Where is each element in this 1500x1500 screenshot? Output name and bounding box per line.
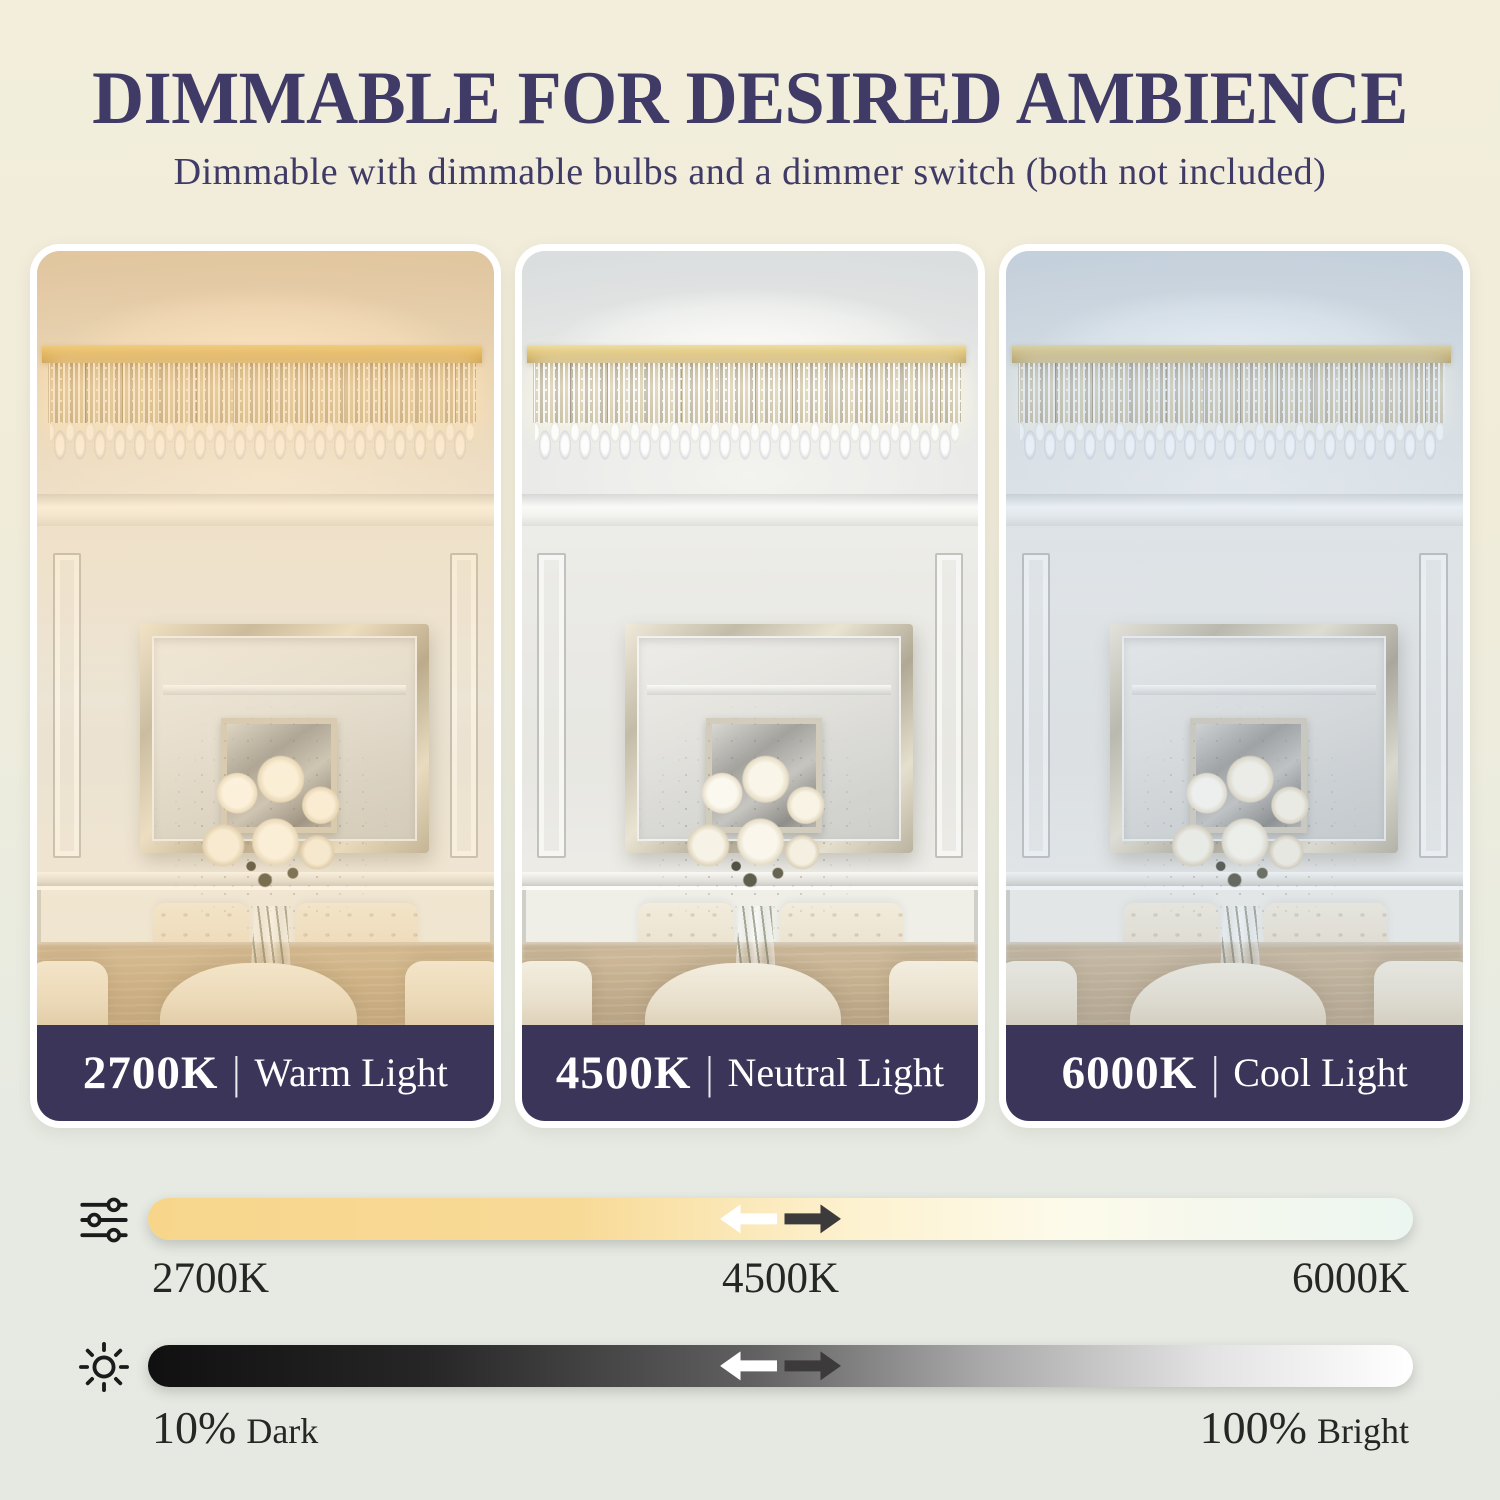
foreground-chair-left <box>521 961 593 1025</box>
brightness-gradient-bar[interactable] <box>148 1344 1413 1387</box>
slider-section: 2700K 4500K 6000K <box>60 1197 1413 1454</box>
foreground-chair-right <box>889 961 979 1025</box>
sliders-icon <box>60 1197 148 1243</box>
chandelier-gold-bar <box>1011 344 1452 364</box>
arrow-left-icon[interactable] <box>720 1351 777 1381</box>
crown-molding <box>1006 493 1464 528</box>
chandelier-crystal-drops <box>50 422 474 473</box>
kelvin-value: 6000K <box>1061 1046 1198 1099</box>
brightness-label-dark: 10% Dark <box>152 1401 318 1454</box>
brightness-slider-row: 10% Dark 100% Bright <box>60 1341 1413 1454</box>
dark-word: Dark <box>246 1410 319 1451</box>
brightness-label-bright: 100% Bright <box>1200 1401 1409 1454</box>
chandelier-crystal-strands <box>48 363 477 423</box>
caption-divider: | <box>1211 1047 1220 1099</box>
crystal-chandelier <box>37 270 494 473</box>
temperature-slider-row: 2700K 4500K 6000K <box>60 1197 1413 1303</box>
temp-label-6000k: 6000K <box>1291 1254 1409 1302</box>
page-subtitle: Dimmable with dimmable bulbs and a dimme… <box>173 151 1327 194</box>
foreground-chair-left <box>37 961 108 1025</box>
wall-molding-left <box>537 552 566 859</box>
mirror-reflection-line <box>647 685 891 696</box>
room-photo-neutral <box>521 250 979 1025</box>
ceiling-glow <box>37 270 494 353</box>
chandelier-crystal-drops <box>1019 422 1444 473</box>
neutral-light-tint <box>521 250 979 1025</box>
light-type-label: Warm Light <box>254 1050 448 1096</box>
wall-molding-left <box>1021 552 1051 859</box>
foreground-chair-right <box>1373 961 1464 1025</box>
crystal-chandelier <box>521 270 979 473</box>
kelvin-value: 4500K <box>555 1046 692 1099</box>
warm-light-tint <box>37 250 494 1025</box>
kelvin-value: 2700K <box>82 1046 219 1099</box>
mirror-reflection-line <box>162 685 407 696</box>
crystal-chandelier <box>1006 270 1464 473</box>
caption-2700k: 2700K | Warm Light <box>37 1024 494 1121</box>
slider-arrows <box>720 1351 841 1381</box>
panel-4500k: 4500K | Neutral Light <box>514 243 986 1128</box>
chandelier-crystal-strands <box>1017 363 1446 423</box>
slider-arrows <box>720 1204 841 1234</box>
crown-molding <box>521 493 979 528</box>
cool-light-tint <box>1006 250 1464 1025</box>
glass-vase <box>1219 905 1261 973</box>
light-type-label: Neutral Light <box>727 1050 945 1096</box>
mirror-reflection-line <box>1132 685 1376 696</box>
temp-label-4500k: 4500K <box>721 1254 840 1302</box>
chandelier-crystal-strands <box>532 363 961 423</box>
dark-percent: 10% <box>152 1401 237 1453</box>
ceiling-glow <box>1006 270 1464 353</box>
foreground-chair-left <box>1006 961 1078 1025</box>
wall-molding-right <box>449 552 479 859</box>
glass-vase <box>250 905 291 973</box>
temperature-labels: 2700K 4500K 6000K <box>148 1254 1413 1303</box>
room-photo-warm <box>37 250 494 1025</box>
chandelier-gold-bar <box>527 344 967 364</box>
chandelier-gold-bar <box>42 344 482 364</box>
arrow-left-icon[interactable] <box>720 1204 777 1234</box>
flower-bouquet <box>185 726 359 902</box>
brightness-labels: 10% Dark 100% Bright <box>148 1401 1413 1454</box>
caption-divider: | <box>705 1047 714 1099</box>
wall-molding-right <box>1419 552 1448 859</box>
caption-divider: | <box>232 1047 241 1099</box>
bright-percent: 100% <box>1199 1401 1307 1453</box>
room-photo-cool <box>1006 250 1464 1025</box>
page-title: DIMMABLE FOR DESIRED AMBIENCE <box>92 56 1408 140</box>
caption-6000k: 6000K | Cool Light <box>1006 1024 1464 1121</box>
chandelier-crystal-drops <box>535 422 959 473</box>
panel-6000k: 6000K | Cool Light <box>999 243 1471 1128</box>
glass-vase <box>735 905 776 973</box>
wall-molding-right <box>934 552 963 859</box>
temp-label-2700k: 2700K <box>152 1254 270 1302</box>
flower-bouquet <box>670 726 844 902</box>
caption-4500k: 4500K | Neutral Light <box>521 1024 979 1121</box>
flower-bouquet <box>1154 726 1329 902</box>
foreground-chair-right <box>404 961 494 1025</box>
ceiling-glow <box>521 270 979 353</box>
brightness-bar-column: 10% Dark 100% Bright <box>148 1344 1413 1454</box>
header: DIMMABLE FOR DESIRED AMBIENCE Dimmable w… <box>0 0 1500 196</box>
temperature-gradient-bar[interactable] <box>148 1197 1413 1240</box>
panel-row: 2700K | Warm Light <box>30 243 1471 1128</box>
panel-2700k: 2700K | Warm Light <box>30 243 501 1128</box>
arrow-right-icon[interactable] <box>784 1204 841 1234</box>
crown-molding <box>37 493 494 528</box>
sun-icon <box>60 1341 148 1392</box>
light-type-label: Cool Light <box>1233 1050 1408 1096</box>
temperature-bar-column: 2700K 4500K 6000K <box>148 1197 1413 1303</box>
wall-molding-left <box>52 552 81 859</box>
arrow-right-icon[interactable] <box>784 1351 841 1381</box>
bright-word: Bright <box>1316 1410 1409 1451</box>
